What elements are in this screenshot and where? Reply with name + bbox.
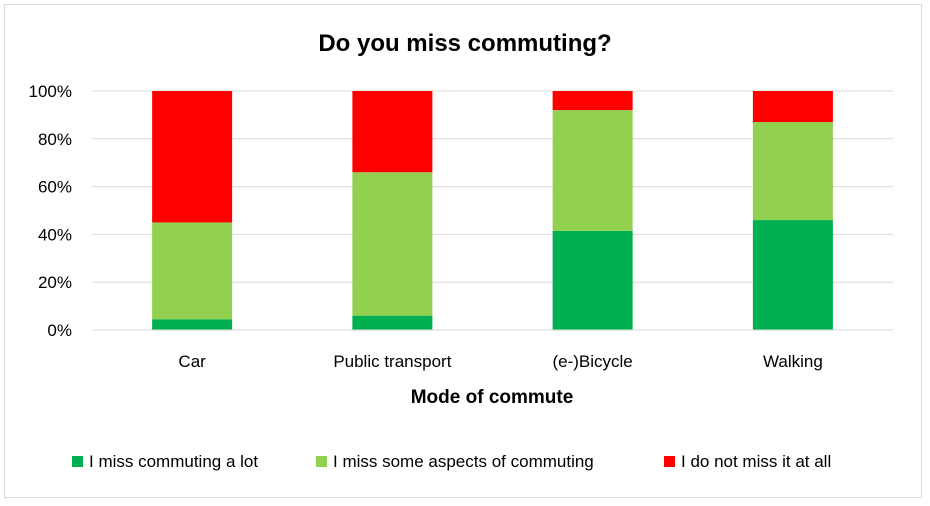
bar-segment bbox=[752, 122, 833, 221]
y-tick-label: 100% bbox=[29, 82, 72, 101]
bar-segment bbox=[352, 172, 433, 316]
bar-segment bbox=[552, 91, 633, 111]
bar-segment bbox=[552, 110, 633, 231]
legend-swatch bbox=[316, 456, 327, 467]
y-tick-label: 60% bbox=[38, 178, 72, 197]
bar-segment bbox=[352, 91, 433, 173]
x-tick-label: Walking bbox=[763, 352, 823, 371]
y-tick-label: 0% bbox=[47, 321, 72, 340]
y-tick-label: 80% bbox=[38, 130, 72, 149]
bar-segment bbox=[352, 315, 433, 330]
y-tick-label: 20% bbox=[38, 273, 72, 292]
legend-label: I miss some aspects of commuting bbox=[333, 452, 594, 471]
x-axis-label: Mode of commute bbox=[411, 387, 574, 408]
bar-segment bbox=[152, 319, 233, 330]
x-tick-label: (e-)Bicycle bbox=[552, 352, 632, 371]
bar-segment bbox=[752, 220, 833, 330]
bar-segment bbox=[752, 91, 833, 123]
legend-label: I miss commuting a lot bbox=[89, 452, 258, 471]
bar-segment bbox=[552, 230, 633, 330]
x-tick-label: Public transport bbox=[333, 352, 451, 371]
x-tick-label: Car bbox=[178, 352, 206, 371]
legend-label: I do not miss it at all bbox=[681, 452, 831, 471]
y-tick-label: 40% bbox=[38, 225, 72, 244]
x-axis-ticks: Car Public transport (e-)Bicycle Walking bbox=[178, 352, 822, 371]
legend-swatch bbox=[72, 456, 83, 467]
legend-swatch bbox=[664, 456, 675, 467]
chart-title: Do you miss commuting? bbox=[318, 30, 612, 57]
bar-segment bbox=[152, 222, 233, 320]
y-axis-ticks: 0% 20% 40% 60% 80% 100% bbox=[29, 82, 72, 340]
legend: I miss commuting a lot I miss some aspect… bbox=[72, 452, 831, 471]
bars bbox=[152, 91, 833, 330]
bar-segment bbox=[152, 91, 233, 223]
